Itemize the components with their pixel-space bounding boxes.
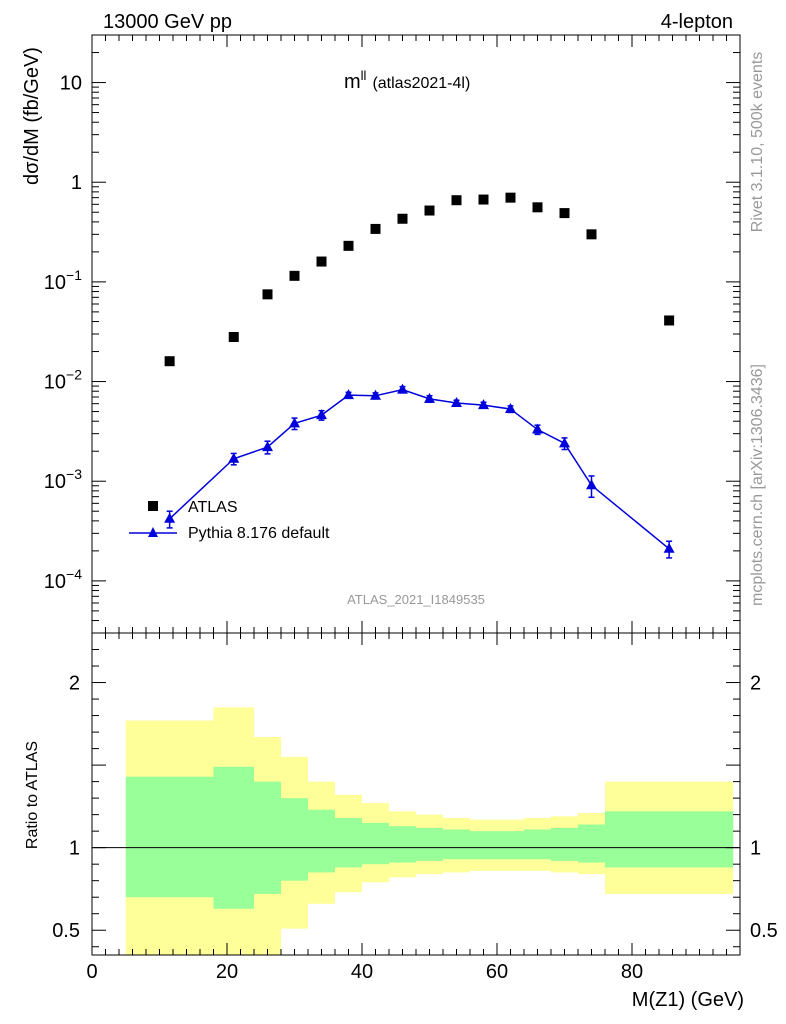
- pythia-point-0: [164, 512, 176, 523]
- pythia-point-5: [343, 389, 354, 400]
- main-y-axis-label: dσ/dM (fb/GeV): [21, 47, 43, 185]
- ratio-y-tick-label-left-1: 1: [69, 838, 80, 860]
- ratio-inner-band-5: [335, 817, 362, 868]
- pythia-line: [169, 388, 670, 550]
- header-left: 13000 GeV pp: [103, 11, 232, 33]
- main-y-tick-label-2: 10−2: [44, 367, 82, 394]
- ratio-y-axis-label: Ratio to ATLAS: [24, 741, 41, 849]
- main-y-tick-exponent-0: −4: [66, 566, 82, 582]
- x-tick-label-60: 60: [486, 961, 508, 983]
- pythia-point-13: [559, 437, 570, 448]
- pythia-point-12: [532, 423, 543, 434]
- pythia-point-3: [289, 417, 300, 428]
- main-y-tick-base-5: 10: [60, 73, 82, 95]
- main-y-tick-base-2: 10: [44, 372, 66, 394]
- ratio-inner-band-2: [254, 781, 281, 894]
- data-series: [164, 192, 675, 559]
- x-tick-label-40: 40: [351, 961, 373, 983]
- pythia-point-4: [316, 409, 327, 420]
- mcplots-reference-text: mcplots.cern.ch [arXiv:1306.3436]: [749, 364, 766, 606]
- pythia-point-6: [370, 389, 381, 400]
- ratio-inner-band-6: [362, 822, 389, 865]
- ratio-y-tick-label-right-0: 0.5: [750, 920, 778, 942]
- atlas-point-11: [505, 192, 516, 203]
- pythia-point-15: [663, 542, 675, 553]
- main-y-tick-label-4: 1: [71, 172, 82, 194]
- main-y-tick-base-4: 1: [71, 172, 82, 194]
- atlas-point-1: [228, 331, 239, 342]
- ratio-inner-band-14: [578, 824, 605, 863]
- ratio-inner-band-15: [605, 811, 734, 868]
- ratio-inner-band-1: [213, 766, 254, 909]
- ratio-inner-band-9: [443, 829, 470, 860]
- atlas-point-13: [559, 208, 570, 219]
- main-panel-frame: [91, 34, 741, 634]
- pythia-point-1: [228, 452, 240, 463]
- ratio-inner-band-0: [125, 776, 214, 898]
- ratio-inner-band-12: [524, 829, 551, 860]
- ratio-inner-band-11: [497, 831, 524, 860]
- x-tick-label-80: 80: [621, 961, 643, 983]
- chart-title-main: m: [344, 71, 361, 93]
- pythia-point-11: [505, 403, 516, 414]
- main-y-tick-base-1: 10: [44, 471, 66, 493]
- atlas-point-3: [289, 270, 300, 281]
- rivet-version-text: Rivet 3.1.10, 500k events: [749, 52, 766, 233]
- ratio-inner-band-4: [308, 809, 335, 873]
- main-y-tick-base-3: 10: [44, 272, 66, 294]
- chart-title-superscript: ll: [361, 68, 367, 83]
- pythia-point-8: [424, 392, 435, 403]
- atlas-point-4: [316, 256, 327, 267]
- ratio-y-tick-label-right-1: 1: [750, 838, 761, 860]
- main-y-tick-label-1: 10−3: [44, 466, 82, 493]
- legend-pythia-label: Pythia 8.176 default: [188, 525, 330, 542]
- atlas-point-14: [586, 229, 597, 240]
- chart-labels: 13000 GeV pp 4-lepton mll (atlas2021-4l) …: [21, 11, 766, 1011]
- main-y-tick-label-0: 10−4: [44, 566, 82, 593]
- atlas-point-8: [424, 205, 435, 216]
- analysis-watermark: ATLAS_2021_I1849535: [347, 592, 485, 607]
- ratio-bands: [92, 707, 740, 955]
- pythia-point-7: [397, 383, 408, 394]
- main-y-tick-exponent-2: −2: [66, 367, 82, 383]
- x-tick-label-20: 20: [216, 961, 238, 983]
- main-y-tick-exponent-1: −3: [66, 466, 82, 482]
- pythia-point-9: [451, 396, 462, 407]
- ratio-y-tick-label-left-2: 2: [69, 673, 80, 695]
- atlas-point-5: [343, 240, 354, 251]
- atlas-point-15: [664, 315, 675, 326]
- atlas-point-2: [262, 289, 273, 300]
- ratio-inner-band-13: [551, 827, 578, 861]
- pythia-point-14: [586, 479, 597, 490]
- pythia-point-2: [262, 441, 273, 452]
- legend-atlas-marker: [148, 501, 158, 511]
- header-right: 4-lepton: [661, 11, 733, 33]
- pythia-point-10: [478, 399, 489, 410]
- legend-pythia-marker: [148, 527, 158, 537]
- ratio-inner-band-7: [389, 826, 416, 863]
- main-y-tick-label-5: 10: [60, 73, 82, 95]
- main-y-tick-label-3: 10−1: [44, 267, 82, 294]
- ratio-inner-band-10: [470, 831, 497, 860]
- ratio-y-tick-label-right-2: 2: [750, 673, 761, 695]
- atlas-point-10: [478, 194, 489, 205]
- main-y-tick-exponent-3: −1: [66, 267, 82, 283]
- atlas-point-9: [451, 195, 462, 206]
- atlas-point-7: [397, 213, 408, 224]
- atlas-point-12: [532, 202, 543, 213]
- x-tick-label-0: 0: [86, 961, 97, 983]
- atlas-point-0: [164, 356, 175, 367]
- atlas-point-6: [370, 223, 381, 234]
- chart-title-note: (atlas2021-4l): [372, 75, 470, 92]
- main-y-tick-base-0: 10: [44, 571, 66, 593]
- x-axis-label: M(Z1) (GeV): [632, 989, 744, 1011]
- ratio-inner-band-3: [281, 798, 308, 881]
- legend-atlas-label: ATLAS: [188, 499, 238, 516]
- ratio-inner-band-8: [416, 827, 443, 861]
- ratio-y-tick-label-left-0: 0.5: [52, 920, 80, 942]
- chart-title: mll (atlas2021-4l): [344, 68, 470, 93]
